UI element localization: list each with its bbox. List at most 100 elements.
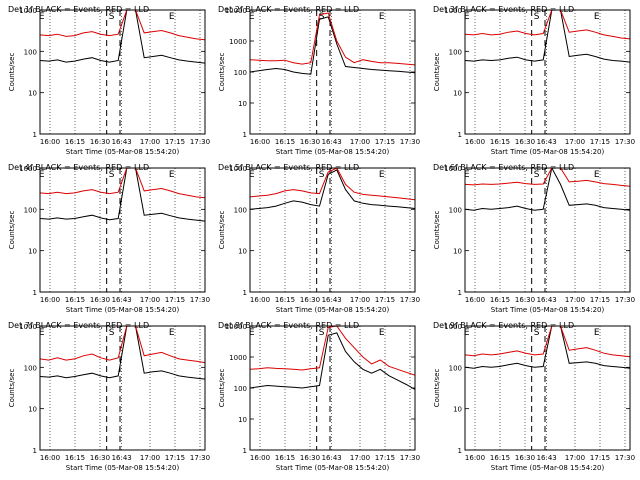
series-line-lld [40, 168, 205, 199]
x-tick-label: 16:00 [250, 454, 270, 462]
y-tick-label: 1 [33, 131, 37, 139]
series-line-events [40, 326, 205, 380]
series-line-events [465, 168, 630, 211]
y-tick-label: 10000 [225, 323, 247, 331]
y-tick-label: 1000 [444, 7, 462, 15]
x-tick-label: 16:30 [515, 138, 535, 146]
y-tick-label: 1 [243, 289, 247, 297]
y-tick-label: 1 [33, 447, 37, 455]
y-axis-label: Counts/sec [218, 211, 226, 250]
plot-frame [249, 167, 416, 293]
x-tick-label: 17:15 [375, 296, 395, 304]
x-tick-label: 16:15 [275, 454, 295, 462]
y-tick-label: 100 [234, 385, 247, 393]
y-axis-label: Counts/sec [433, 53, 441, 92]
marker-label: E [249, 328, 255, 338]
y-tick-label: 10 [238, 100, 247, 108]
x-tick-label: 16:43 [112, 454, 132, 462]
x-tick-label: 16:43 [112, 138, 132, 146]
x-tick-label: 17:15 [165, 454, 185, 462]
x-tick-label: 16:00 [40, 454, 60, 462]
x-tick-label: 16:00 [250, 138, 270, 146]
plot-frame [39, 325, 206, 451]
series-line-events [250, 169, 415, 210]
marker-label: S [534, 328, 540, 338]
marker-label: E [379, 12, 385, 22]
y-axis-label: Counts/sec [8, 53, 16, 92]
series-line-events [250, 16, 415, 75]
y-tick-label: 1000 [229, 354, 247, 362]
y-tick-label: 10 [453, 248, 462, 256]
x-tick-label: 16:00 [465, 138, 485, 146]
marker-label: S [109, 170, 115, 180]
series-line-lld [40, 326, 205, 364]
y-tick-label: 100 [24, 364, 37, 372]
x-tick-label: 16:30 [90, 296, 110, 304]
y-tick-label: 1000 [19, 165, 37, 173]
x-tick-label: 16:30 [515, 454, 535, 462]
x-tick-label: 17:00 [140, 454, 160, 462]
marker-label: S [319, 328, 325, 338]
x-tick-label: 17:15 [375, 454, 395, 462]
marker-label: E [594, 328, 600, 338]
marker-label: E [249, 170, 255, 180]
y-axis-label: Counts/sec [433, 369, 441, 408]
x-tick-label: 16:15 [275, 138, 295, 146]
marker-label: E [594, 170, 600, 180]
x-tick-label: 17:15 [165, 296, 185, 304]
x-tick-label: 16:30 [300, 138, 320, 146]
y-tick-label: 10 [238, 416, 247, 424]
x-axis-label: Start Time (05-Mar-08 15:54:20) [66, 464, 180, 472]
plot-frame [249, 325, 416, 451]
x-tick-label: 16:00 [465, 454, 485, 462]
marker-label: E [464, 170, 470, 180]
marker-label: E [169, 170, 175, 180]
x-tick-label: 17:15 [590, 138, 610, 146]
y-tick-label: 1 [243, 447, 247, 455]
marker-label: E [464, 12, 470, 22]
y-tick-label: 1000 [444, 165, 462, 173]
x-tick-label: 17:00 [565, 296, 585, 304]
x-tick-label: 16:30 [300, 454, 320, 462]
x-tick-label: 17:15 [590, 454, 610, 462]
x-tick-label: 17:30 [400, 454, 420, 462]
y-tick-label: 10 [28, 90, 37, 98]
x-tick-label: 16:15 [490, 454, 510, 462]
marker-label: E [379, 328, 385, 338]
x-tick-label: 17:00 [350, 454, 370, 462]
x-tick-label: 17:30 [190, 454, 210, 462]
y-tick-label: 100 [24, 206, 37, 214]
y-axis-label: Counts/sec [8, 211, 16, 250]
series-line-events [40, 10, 205, 64]
series-line-events [465, 326, 630, 369]
y-tick-label: 1 [458, 131, 462, 139]
x-tick-label: 16:43 [537, 296, 557, 304]
x-tick-label: 16:43 [322, 138, 342, 146]
x-tick-label: 16:15 [275, 296, 295, 304]
y-tick-label: 10 [453, 90, 462, 98]
x-axis-label: Start Time (05-Mar-08 15:54:20) [491, 148, 605, 156]
y-tick-label: 10 [238, 248, 247, 256]
y-tick-label: 100 [449, 206, 462, 214]
x-axis-label: Start Time (05-Mar-08 15:54:20) [491, 464, 605, 472]
x-axis-label: Start Time (05-Mar-08 15:54:20) [276, 306, 390, 314]
x-tick-label: 17:15 [375, 138, 395, 146]
x-tick-label: 16:30 [300, 296, 320, 304]
x-tick-label: 16:00 [40, 296, 60, 304]
x-tick-label: 16:43 [537, 138, 557, 146]
marker-label: E [379, 170, 385, 180]
series-line-events [40, 168, 205, 222]
x-tick-label: 17:15 [590, 296, 610, 304]
y-axis-label: Counts/sec [218, 369, 226, 408]
x-tick-label: 16:15 [490, 296, 510, 304]
x-tick-label: 17:00 [565, 138, 585, 146]
x-tick-label: 17:00 [350, 296, 370, 304]
y-tick-label: 10 [28, 248, 37, 256]
series-line-lld [465, 10, 630, 40]
x-tick-label: 17:30 [615, 296, 635, 304]
x-tick-label: 16:15 [65, 138, 85, 146]
